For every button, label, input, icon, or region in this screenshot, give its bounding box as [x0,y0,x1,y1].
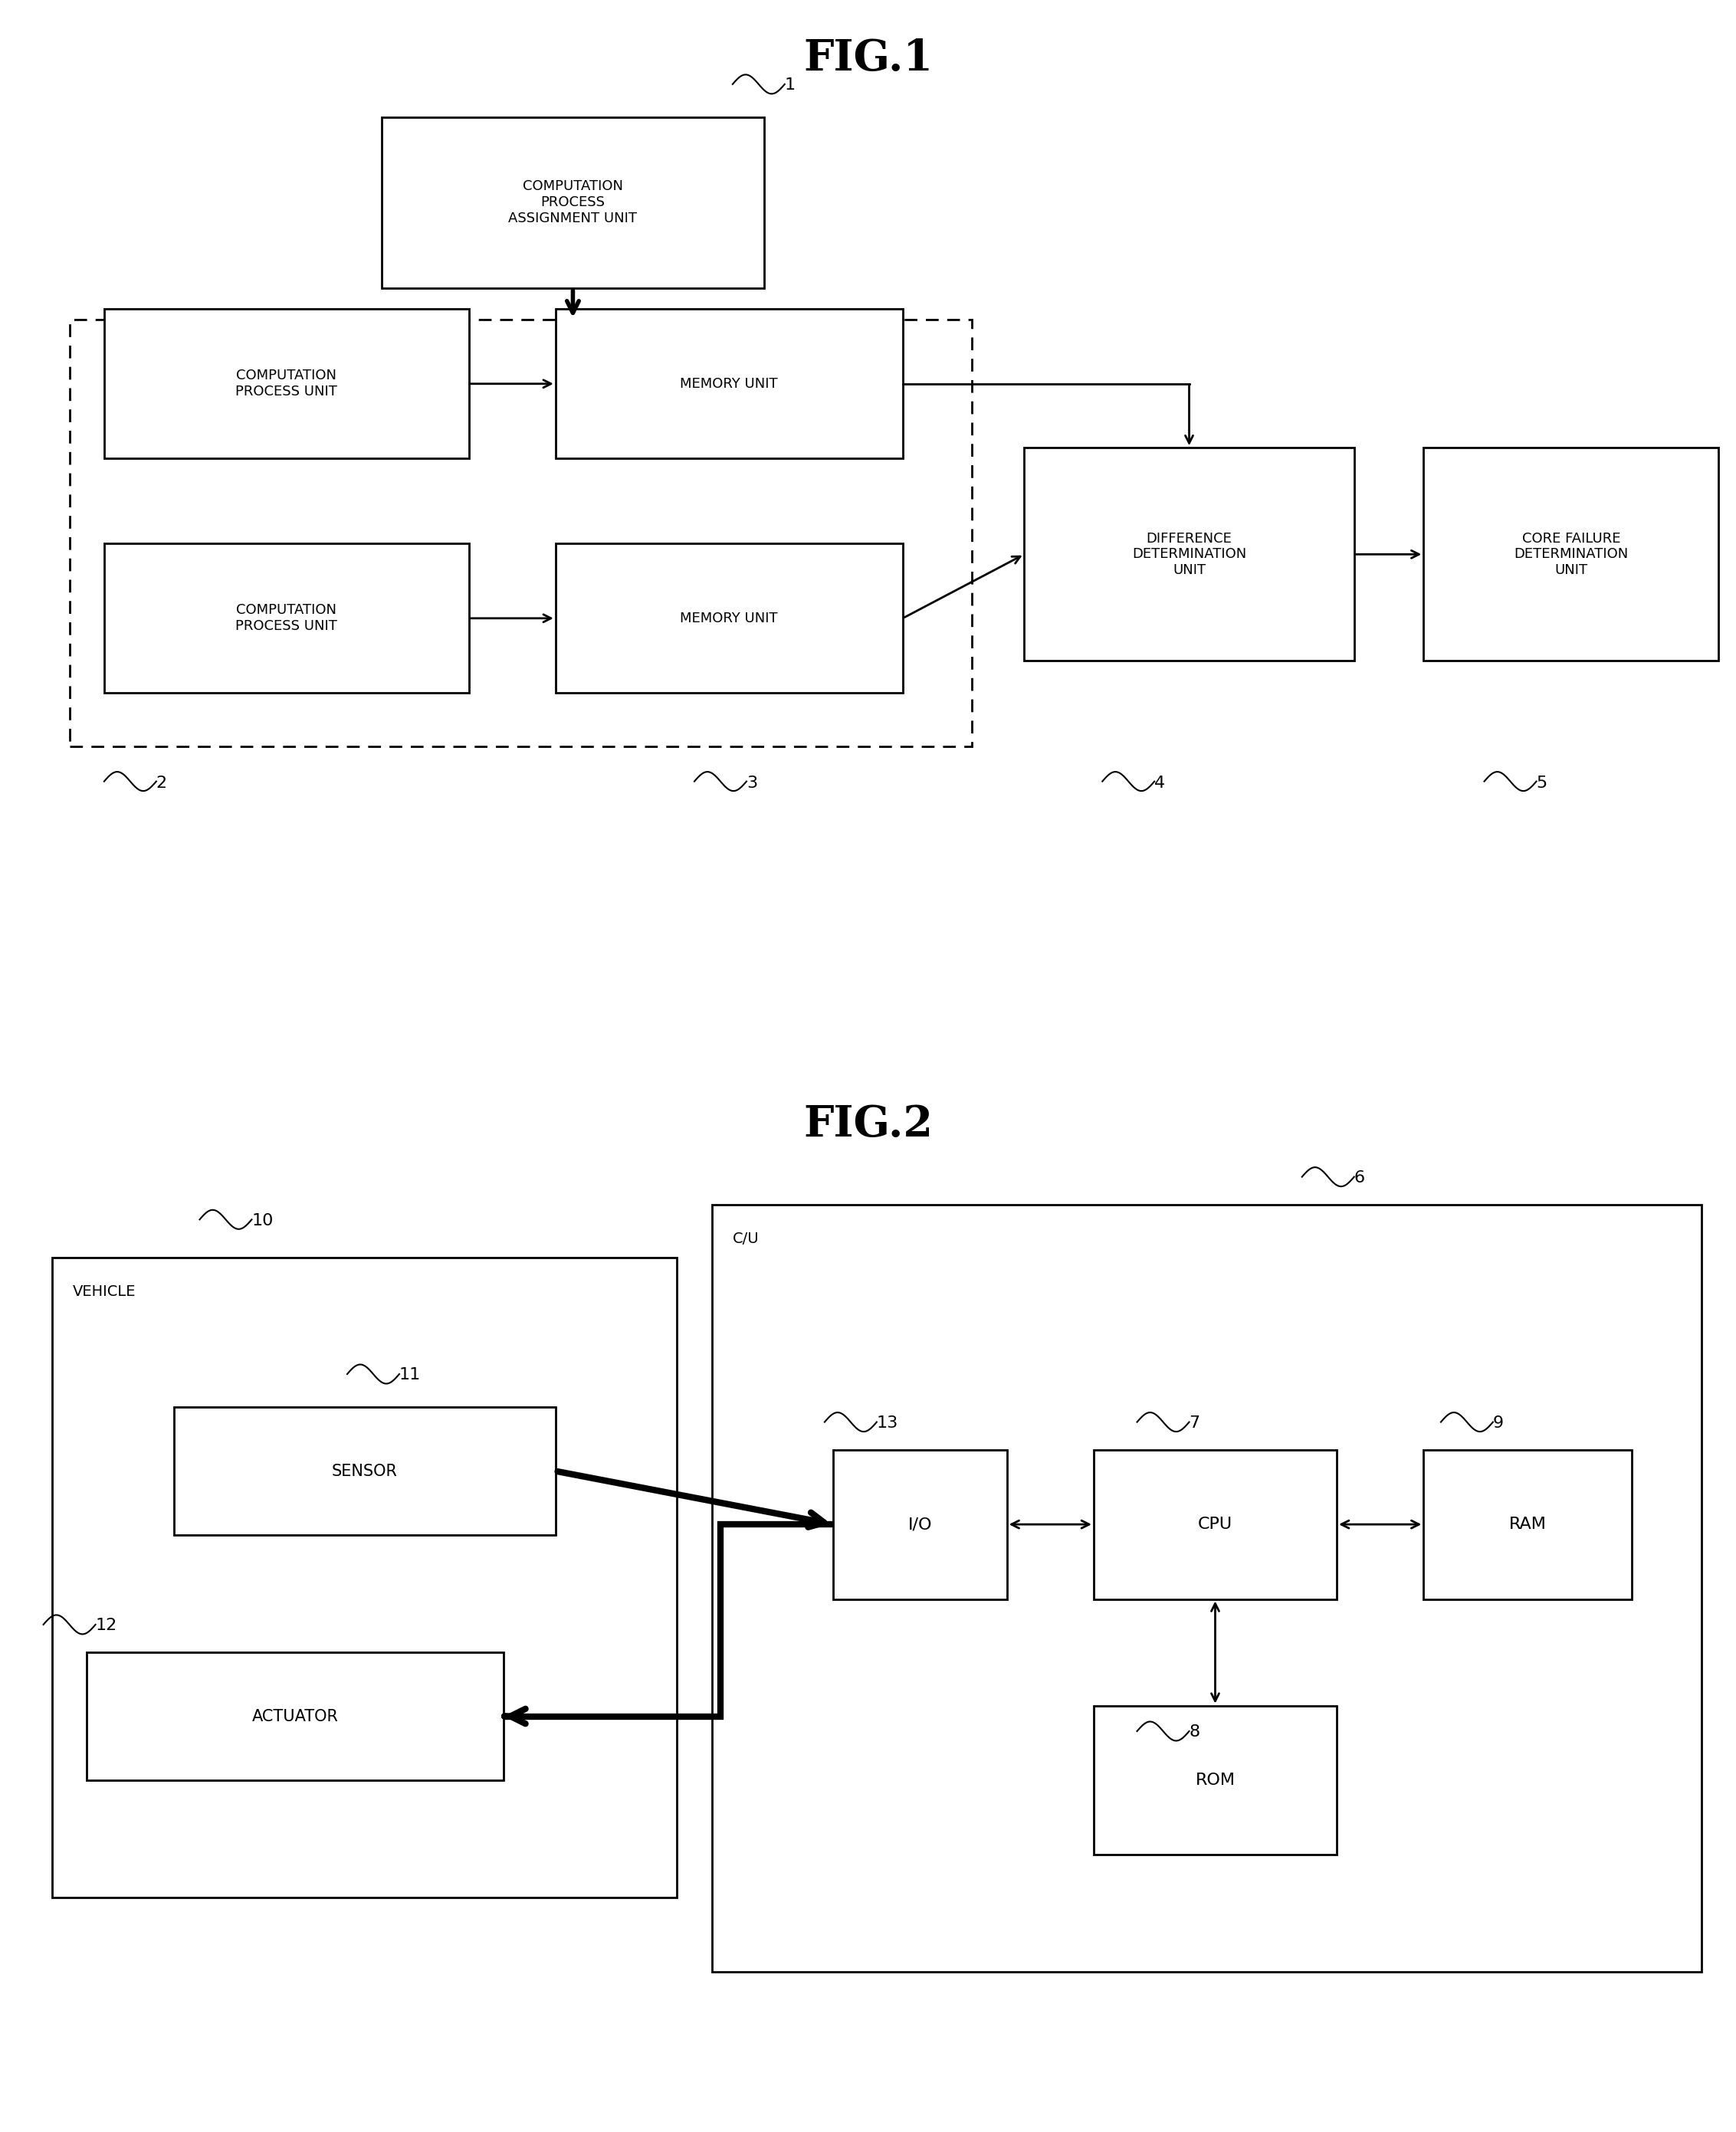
Text: CORE FAILURE
DETERMINATION
UNIT: CORE FAILURE DETERMINATION UNIT [1514,531,1628,578]
Text: 13: 13 [877,1416,898,1431]
Text: 1: 1 [785,77,795,94]
Text: 2: 2 [156,776,167,791]
Bar [1094,1450,1337,1599]
Text: COMPUTATION
PROCESS
ASSIGNMENT UNIT: COMPUTATION PROCESS ASSIGNMENT UNIT [509,179,637,226]
Bar [833,1450,1007,1599]
Bar [1024,448,1354,661]
Text: FIG.2: FIG.2 [804,1104,932,1145]
Text: FIG.1: FIG.1 [804,38,932,79]
Text: 3: 3 [746,776,757,791]
Text: COMPUTATION
PROCESS UNIT: COMPUTATION PROCESS UNIT [236,369,337,399]
Text: MEMORY UNIT: MEMORY UNIT [681,612,778,625]
Text: 11: 11 [399,1367,420,1384]
Bar [1424,1450,1632,1599]
Text: 7: 7 [1189,1416,1200,1431]
Bar [174,1407,556,1535]
Text: 8: 8 [1189,1725,1200,1740]
Text: I/O: I/O [908,1516,932,1533]
Text: COMPUTATION
PROCESS UNIT: COMPUTATION PROCESS UNIT [236,603,337,633]
Bar [1094,1706,1337,1855]
Bar [712,1205,1701,1972]
Text: RAM: RAM [1509,1516,1547,1533]
Bar [52,1258,677,1897]
Bar [87,1652,503,1780]
Text: MEMORY UNIT: MEMORY UNIT [681,377,778,390]
Text: 6: 6 [1354,1170,1364,1185]
Text: 10: 10 [252,1213,274,1228]
Text: DIFFERENCE
DETERMINATION
UNIT: DIFFERENCE DETERMINATION UNIT [1132,531,1246,578]
Bar [556,309,903,458]
Text: 5: 5 [1536,776,1547,791]
Bar [104,309,469,458]
Text: ROM: ROM [1196,1772,1234,1789]
Bar [382,117,764,288]
Text: 4: 4 [1154,776,1165,791]
Text: 12: 12 [95,1618,116,1633]
Text: VEHICLE: VEHICLE [73,1283,135,1298]
Bar [1424,448,1719,661]
Text: C/U: C/U [733,1232,759,1245]
Text: 9: 9 [1493,1416,1503,1431]
Text: SENSOR: SENSOR [332,1463,398,1480]
Bar [556,544,903,693]
Bar [104,544,469,693]
Text: ACTUATOR: ACTUATOR [252,1708,339,1725]
Text: CPU: CPU [1198,1516,1233,1533]
Bar [69,320,972,746]
